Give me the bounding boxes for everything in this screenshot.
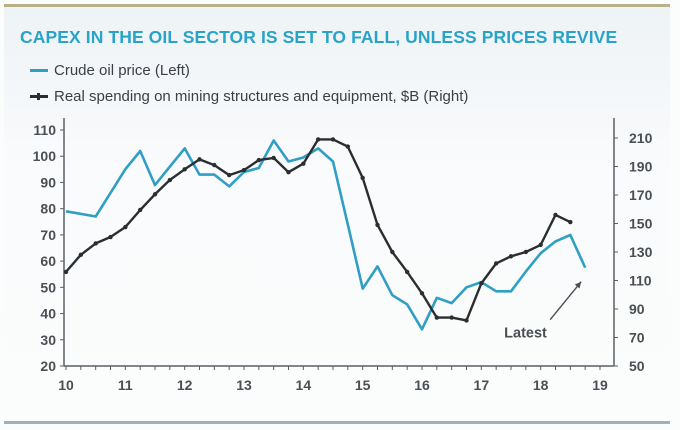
mining-spending-point [63,269,69,275]
left-axis-tick-label: 90 [40,174,56,190]
legend-item-oil: Crude oil price (Left) [30,62,190,79]
mining-spending-point [108,234,113,240]
mining-spending-point [167,177,173,183]
left-axis-tick-label: 110 [33,122,56,138]
axes: 110 100 90 80 70 60 50 40 30 20 210 190 170 150 130 110… [33,118,653,393]
right-axis-tick-label: 110 [629,273,652,289]
mining-spending-point [434,315,440,320]
chart-title: CAPEX IN THE OIL SECTOR IS SET TO FALL, … [20,27,618,47]
mining-spending-point [404,269,410,275]
latest-arrow-shaft [549,281,582,321]
mining-spending-point [390,249,395,255]
mining-spending-point [152,192,158,197]
latest-arrow-head [574,281,582,289]
annotation-layer: Latest [504,281,582,342]
mining-spending-point [479,281,484,286]
x-axis-tick-label: 16 [414,377,430,393]
x-axis-tick-label: 10 [58,377,74,393]
top-rule [4,4,670,7]
right-axis-tick-label: 150 [629,216,653,232]
mining-spending-point [271,155,276,161]
mining-spending-point [123,224,128,230]
left-axis-tick-label: 20 [40,358,56,374]
latest-annotation-label: Latest [504,326,547,342]
mining-spending-point [493,261,499,266]
left-axis-tick-label: 60 [40,253,56,269]
bottom-rule [4,421,670,424]
legend-swatch-oil [30,69,48,72]
mining-spending-point [256,157,262,163]
x-axis-tick-label: 18 [533,377,549,393]
x-axis-tick-label: 12 [177,377,193,393]
mining-spending-point [568,219,573,225]
x-axis-tick-label: 11 [118,377,133,393]
mining-spending-point [449,315,454,320]
mining-spending-point [241,167,247,173]
mining-spending-point [375,222,380,228]
mining-spending-point [360,175,365,181]
mining-spending-point [464,318,469,323]
legend-item-spending: Real spending on mining structures and e… [30,88,468,105]
oil-price-line [65,139,587,331]
legend-label-oil: Crude oil price (Left) [54,62,190,79]
series-layer [63,137,587,331]
right-axis-tick-label: 210 [629,130,653,146]
right-axis-tick-label: 170 [629,187,653,203]
mining-spending-point [197,157,202,162]
mining-spending-point [182,167,187,172]
left-axis-tick-label: 80 [40,201,56,217]
mining-spending-point [553,212,558,218]
left-axis-tick-label: 100 [33,148,57,164]
mining-spending-point [78,252,84,258]
right-axis-tick-label: 190 [629,159,653,175]
right-axis-tick-label: 50 [629,358,645,374]
legend-swatch-spending [30,93,48,100]
left-axis-tick-label: 70 [40,227,56,243]
mining-spending-point [212,162,217,168]
x-axis-tick-label: 13 [236,377,252,393]
mining-spending-point [345,144,351,149]
mining-spending-point [508,254,514,259]
mining-spending-point [93,241,98,246]
mining-spending-point [538,242,543,248]
x-axis-tick-label: 14 [296,377,312,393]
right-axis-tick-label: 130 [629,244,653,260]
left-axis-tick-label: 40 [40,306,56,322]
mining-spending-point [523,249,529,255]
mining-spending-line [65,138,571,322]
mining-spending-point [330,137,336,142]
right-axis-tick-label: 90 [629,301,645,317]
left-axis-tick-label: 30 [40,332,56,348]
right-axis-tick-label: 70 [629,330,645,346]
x-axis-tick-label: 15 [355,377,371,393]
legend-label-spending: Real spending on mining structures and e… [54,88,469,105]
mining-spending-point [315,137,321,142]
mining-spending-point [137,207,143,213]
mining-spending-point [419,291,425,296]
mining-spending-point [226,172,232,178]
x-axis-tick-label: 17 [474,377,490,393]
x-axis-tick-label: 19 [592,377,608,393]
left-axis-tick-label: 50 [40,279,56,295]
mining-spending-point [301,161,306,166]
mining-spending-point [286,170,291,175]
